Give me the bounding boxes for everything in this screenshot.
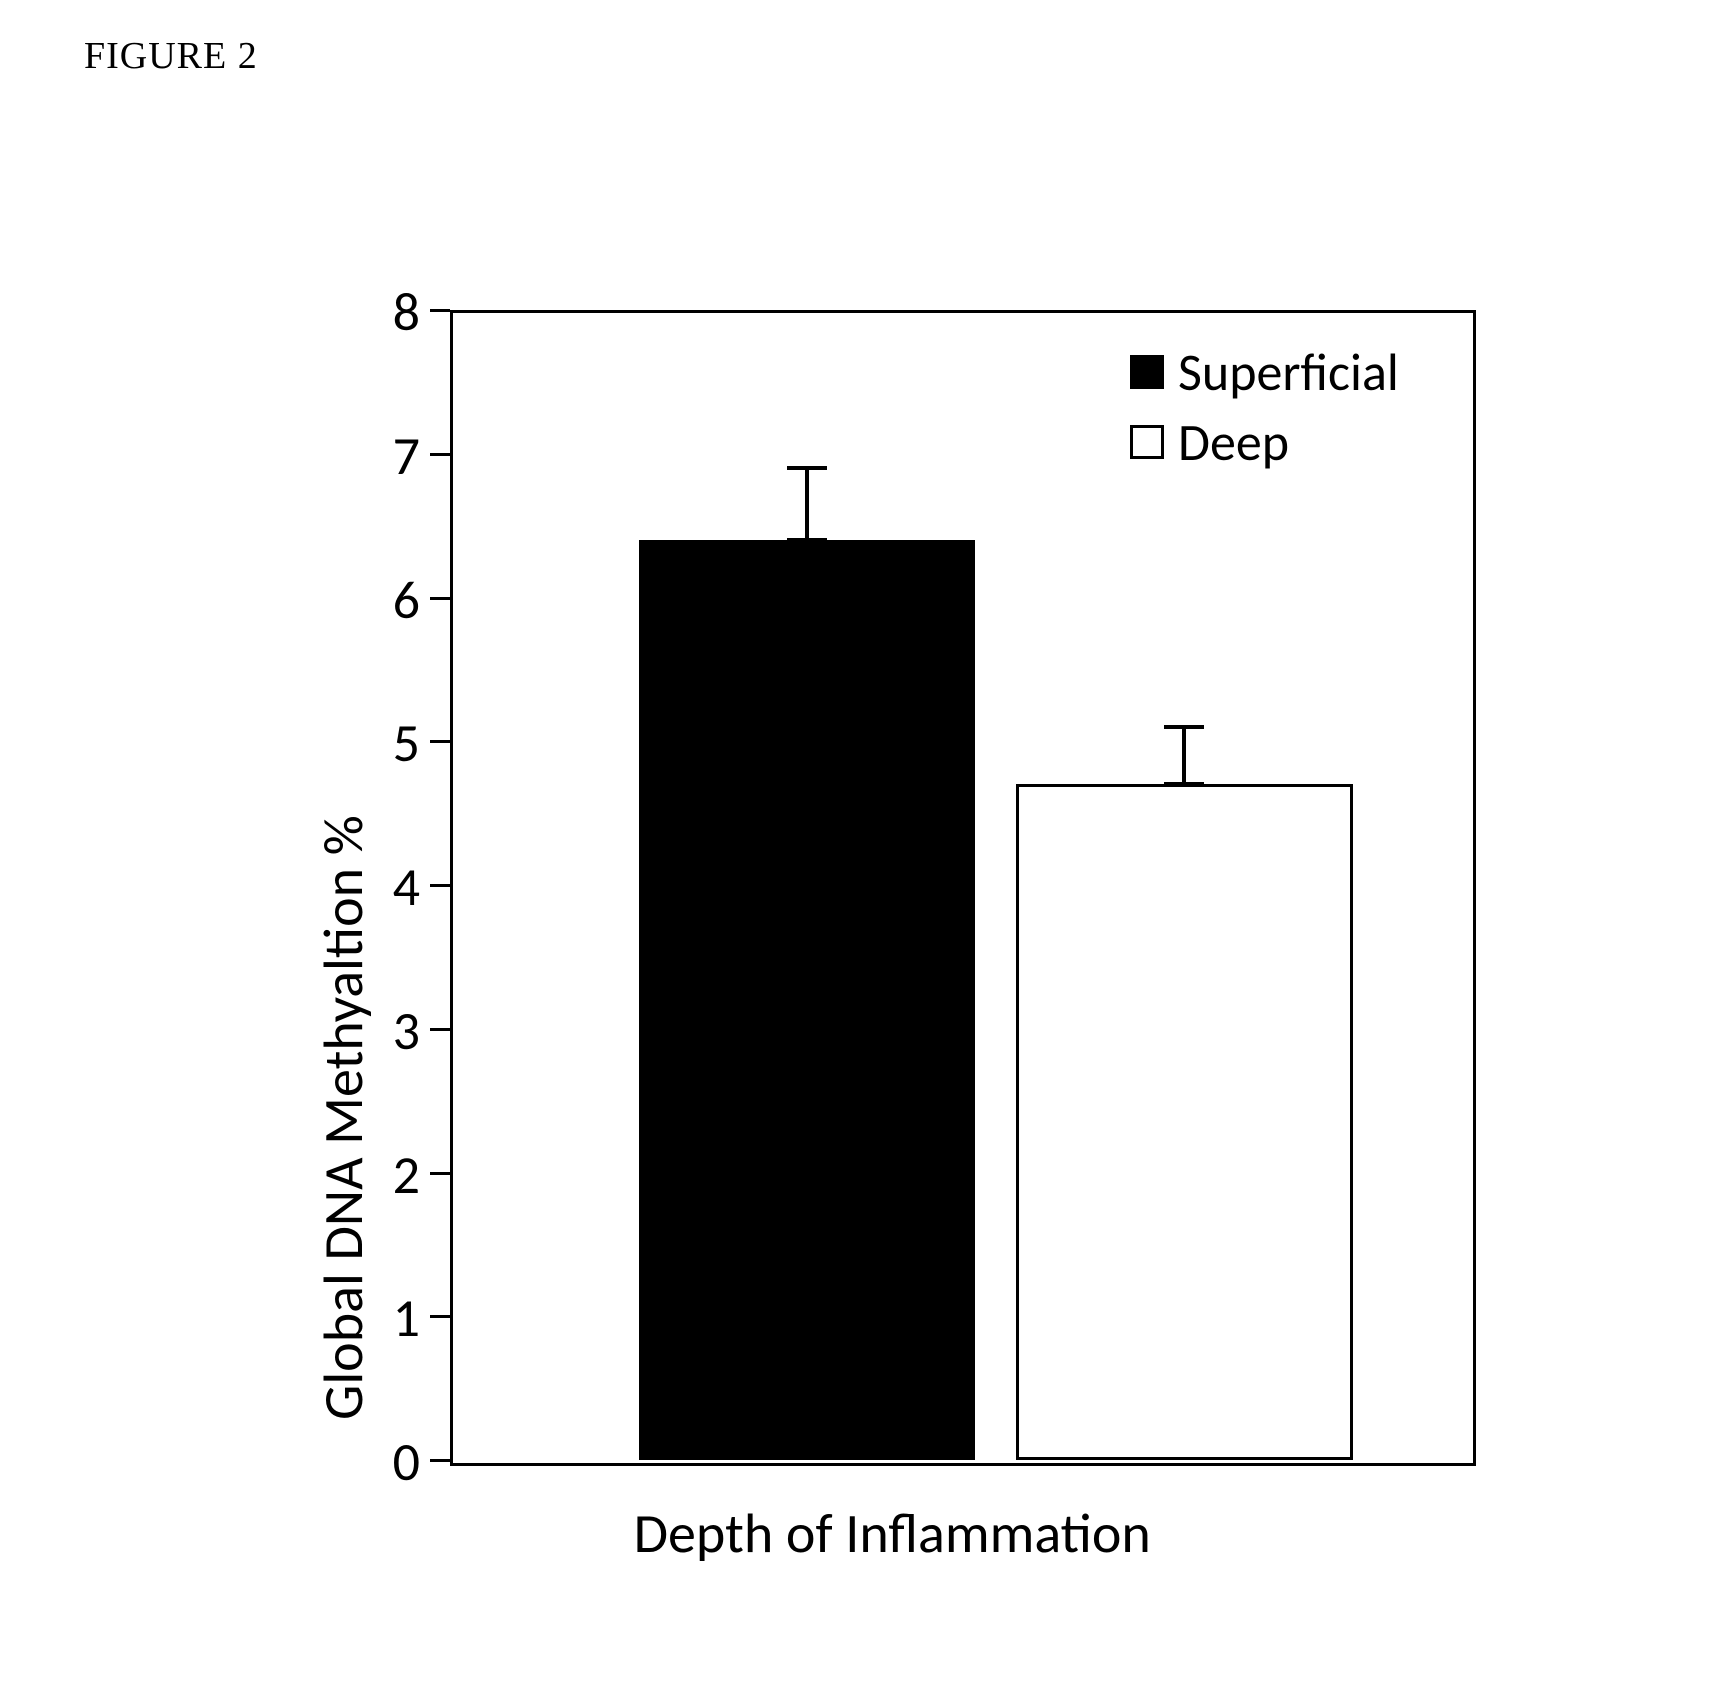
y-tick-label: 5	[360, 710, 420, 776]
error-bar-cap	[787, 466, 827, 470]
y-tick	[430, 740, 450, 743]
figure-label: FIGURE 2	[84, 34, 258, 78]
y-tick	[430, 1028, 450, 1031]
y-tick	[430, 1172, 450, 1175]
y-tick-label: 2	[360, 1142, 420, 1208]
y-tick-label: 8	[360, 279, 420, 345]
bar-chart: Global DNA Methyaltion % Depth of Inflam…	[300, 300, 1600, 1600]
legend-item: Deep	[1130, 410, 1289, 474]
error-bar-stem	[1182, 727, 1186, 785]
y-tick	[430, 1315, 450, 1318]
y-tick	[430, 309, 450, 312]
legend-item: Superficial	[1130, 340, 1399, 404]
y-tick-label: 0	[360, 1429, 420, 1495]
x-axis-title: Depth of Inflammation	[634, 1500, 1151, 1568]
y-tick	[430, 453, 450, 456]
error-bar-cap	[1164, 725, 1204, 729]
error-bar-base-cap	[787, 538, 827, 542]
y-tick-label: 4	[360, 854, 420, 920]
bar-deep	[1016, 784, 1353, 1460]
legend-label: Superficial	[1178, 340, 1399, 404]
error-bar-base-cap	[1164, 782, 1204, 786]
y-tick	[430, 597, 450, 600]
legend-swatch	[1130, 425, 1164, 459]
legend-swatch	[1130, 355, 1164, 389]
y-tick	[430, 1459, 450, 1462]
y-tick-label: 7	[360, 423, 420, 489]
error-bar-stem	[805, 468, 809, 540]
y-tick-label: 6	[360, 567, 420, 633]
bar-superficial	[639, 540, 976, 1460]
y-tick-label: 1	[360, 1285, 420, 1351]
y-tick-label: 3	[360, 998, 420, 1064]
legend-label: Deep	[1178, 410, 1289, 474]
y-tick	[430, 884, 450, 887]
